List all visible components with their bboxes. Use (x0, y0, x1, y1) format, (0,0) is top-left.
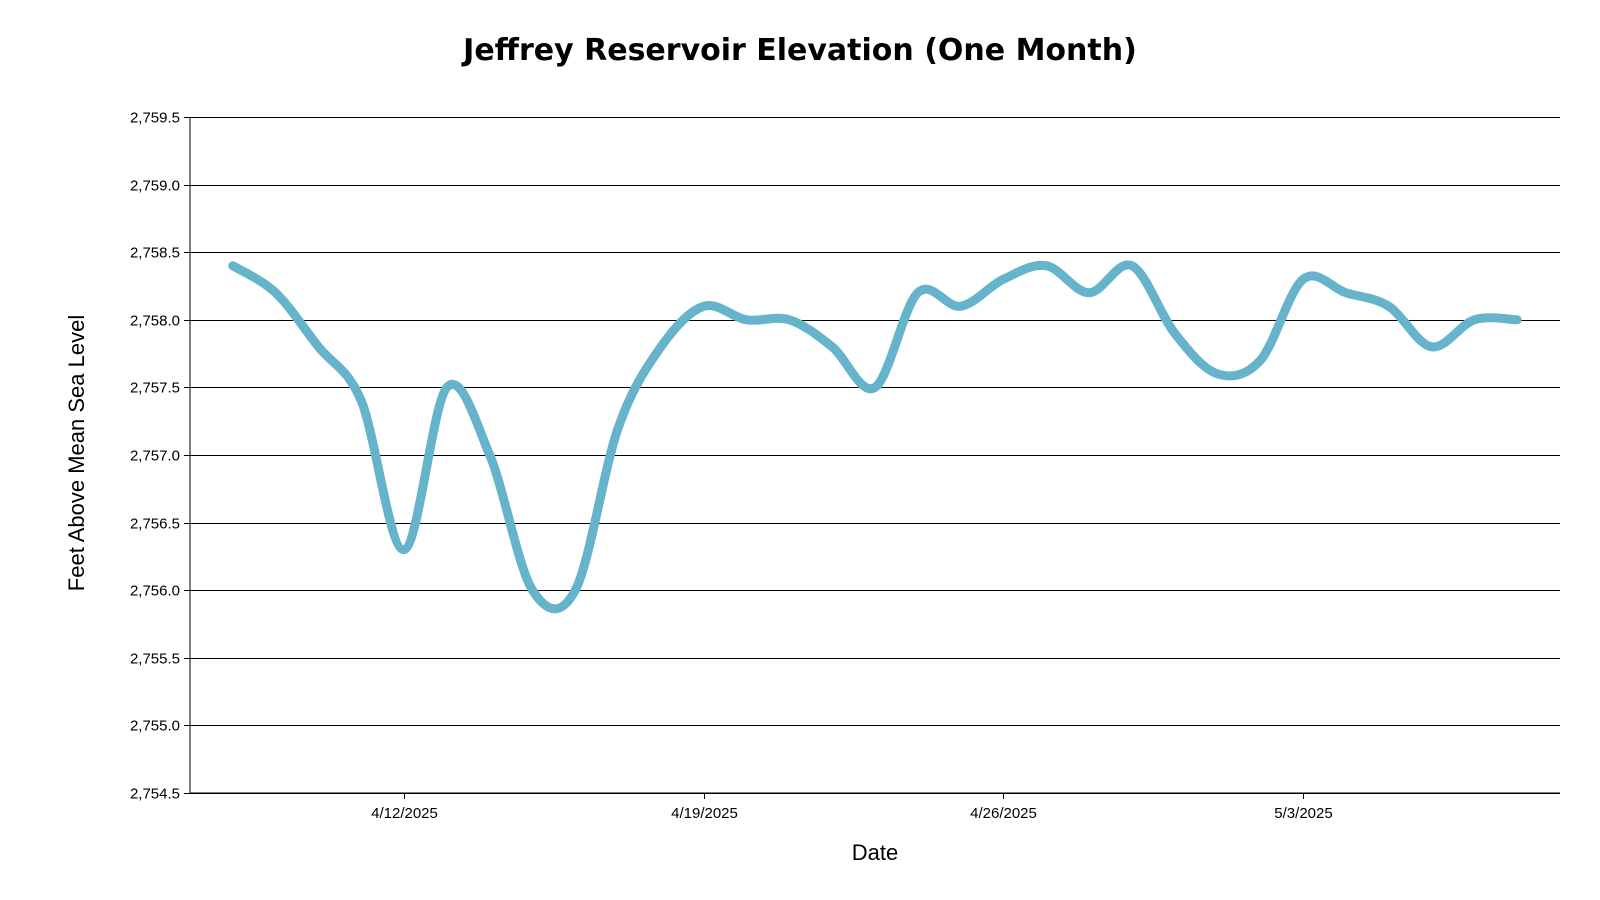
data-point (1384, 301, 1394, 311)
data-point (956, 301, 966, 311)
data-point (1170, 328, 1180, 338)
y-tick-label: 2,759.5 (130, 110, 180, 127)
y-tick-label: 2,759.0 (130, 178, 180, 195)
data-point (485, 450, 495, 460)
data-point (528, 585, 538, 595)
data-point (442, 382, 452, 392)
y-axis-label: Feet Above Mean Sea Level (64, 315, 89, 591)
x-axis-label: Date (852, 840, 898, 865)
x-tick-label: 4/26/2025 (970, 805, 1037, 822)
y-axis-ticks: 2,754.5 2,755.0 2,755.5 2,756.0 2,756.5 2,757… (130, 110, 180, 803)
y-tick-label: 2,755.0 (130, 718, 180, 735)
data-point (613, 423, 623, 433)
y-tick-label: 2,757.5 (130, 380, 180, 397)
x-tick-label: 5/3/2025 (1274, 805, 1332, 822)
y-tick-label: 2,757.0 (130, 448, 180, 465)
data-point (827, 342, 837, 352)
data-point (742, 315, 752, 325)
data-point (1427, 342, 1437, 352)
gridlines (184, 117, 1560, 794)
y-tick-label: 2,754.5 (130, 786, 180, 803)
data-point (1041, 261, 1051, 271)
data-point (570, 585, 580, 595)
data-point (1213, 369, 1223, 379)
y-tick-label: 2,756.5 (130, 516, 180, 533)
x-tick-label: 4/19/2025 (671, 805, 738, 822)
data-point (870, 382, 880, 392)
y-tick-label: 2,758.5 (130, 245, 180, 262)
series-group (228, 260, 1522, 614)
data-point (1341, 288, 1351, 298)
y-tick-label: 2,756.0 (130, 583, 180, 600)
elevation-series-line (228, 260, 1522, 614)
data-point (913, 288, 923, 298)
data-point (998, 274, 1008, 284)
data-point (1298, 274, 1308, 284)
data-point (271, 288, 281, 298)
data-point (699, 301, 709, 311)
data-point (356, 396, 366, 406)
data-point (1255, 355, 1265, 365)
data-point (313, 342, 323, 352)
data-point (1084, 288, 1094, 298)
data-point (228, 261, 238, 271)
y-tick-label: 2,758.0 (130, 313, 180, 330)
data-point (1469, 315, 1479, 325)
x-axis-ticks: 4/12/2025 4/19/2025 4/26/2025 5/3/2025 (371, 793, 1333, 822)
data-point (399, 545, 409, 555)
data-point (1512, 315, 1522, 325)
data-point (656, 342, 666, 352)
data-point (784, 315, 794, 325)
x-tick-label: 4/12/2025 (371, 805, 438, 822)
chart-title: Jeffrey Reservoir Elevation (One Month) (461, 33, 1137, 68)
y-tick-label: 2,755.5 (130, 651, 180, 668)
data-point (1127, 261, 1137, 271)
